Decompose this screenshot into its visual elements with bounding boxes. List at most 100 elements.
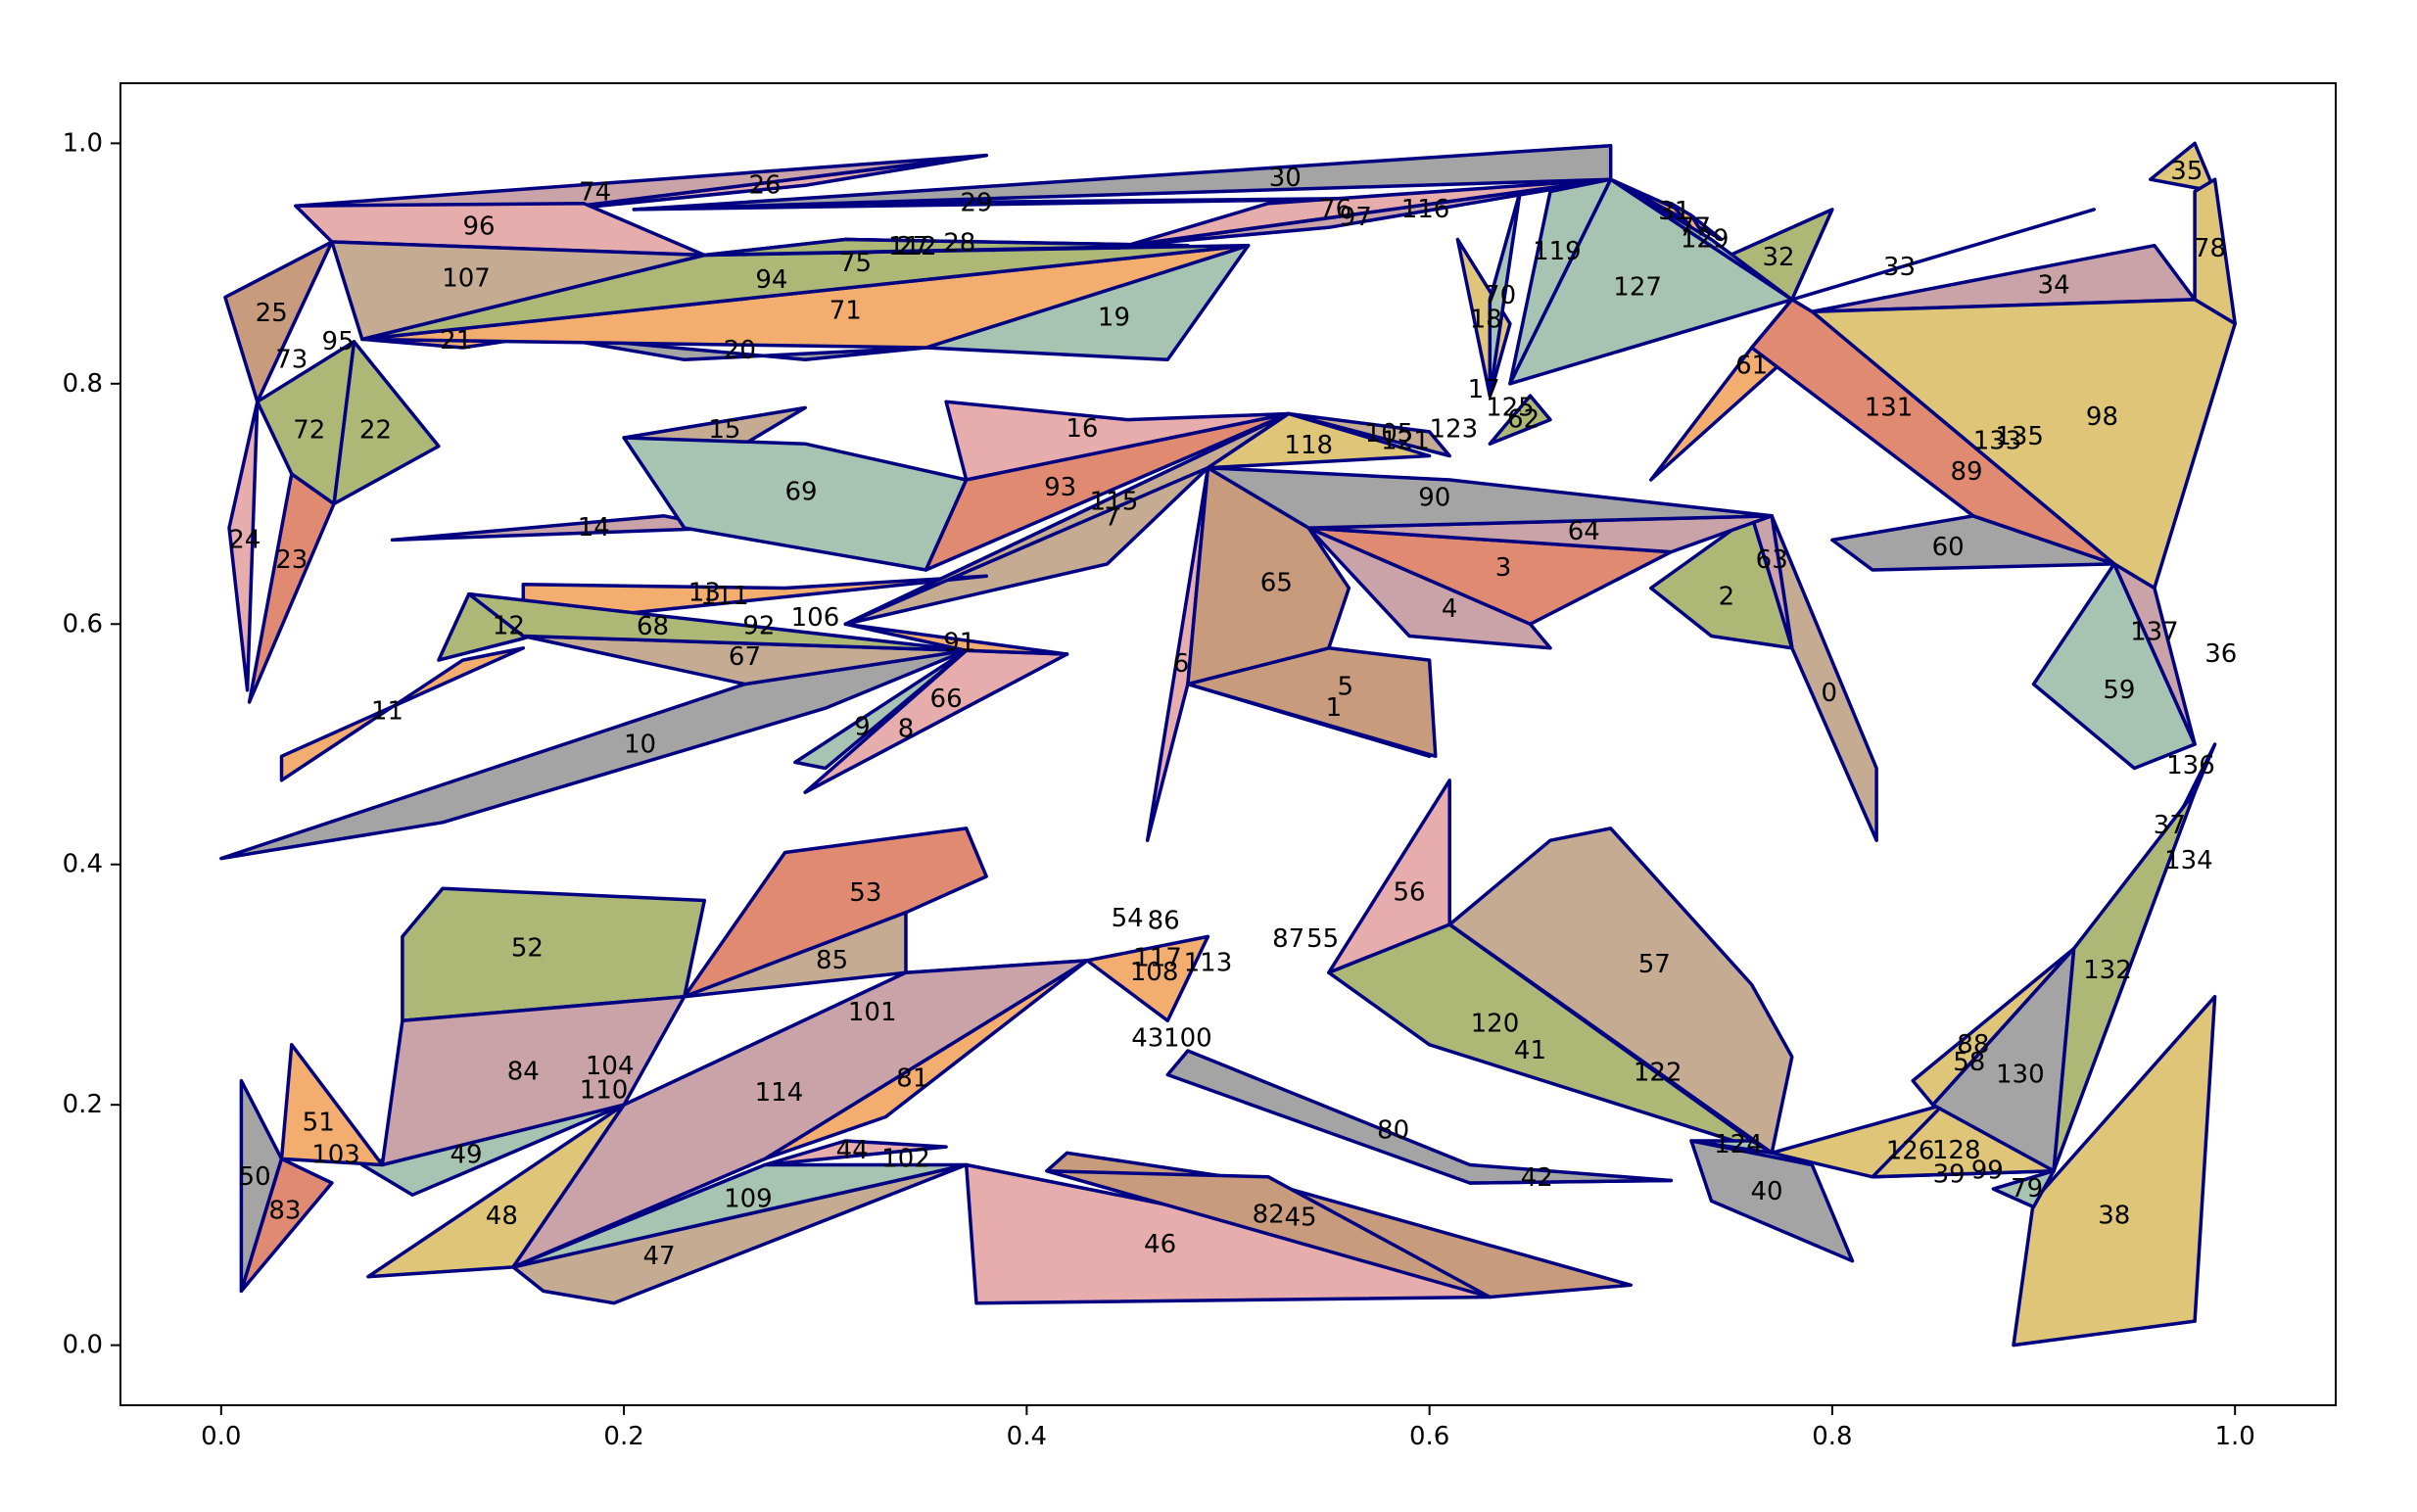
polygon-label-94: 94	[755, 265, 787, 295]
polygon-label-124: 124	[1714, 1130, 1763, 1159]
polygon-118	[1206, 411, 1432, 470]
polygon-label-37: 37	[2154, 811, 2186, 840]
polygon-label-61: 61	[1735, 351, 1768, 380]
polygon-label-100: 100	[1163, 1024, 1212, 1054]
polygon-label-134: 134	[2164, 846, 2213, 875]
polygon-108	[1085, 934, 1210, 1023]
polygon-38	[2012, 994, 2217, 1347]
polygon-label-3: 3	[1495, 553, 1512, 583]
polygon-label-72: 72	[293, 415, 325, 445]
polygon-label-45: 45	[1284, 1204, 1316, 1233]
polygon-label-47: 47	[643, 1242, 676, 1271]
polygon-label-46: 46	[1144, 1230, 1176, 1259]
polygon-label-108: 108	[1130, 958, 1179, 987]
polygon-label-86: 86	[1148, 906, 1180, 935]
x-tick-label: 0.2	[603, 1422, 643, 1451]
polygon-85	[683, 911, 908, 999]
polygon-label-8: 8	[898, 715, 915, 744]
y-tick-label: 1.0	[63, 128, 103, 158]
polygon-label-83: 83	[268, 1197, 301, 1226]
polygon-label-22: 22	[359, 416, 392, 446]
y-tick-label: 0.2	[63, 1090, 103, 1119]
x-tick-label: 0.6	[1409, 1422, 1449, 1451]
polygon-40	[1689, 1139, 1855, 1263]
polygon-label-52: 52	[511, 934, 544, 964]
polygon-93	[924, 411, 1291, 572]
polygon-107	[330, 240, 707, 342]
polygon-label-131: 131	[1865, 393, 1914, 422]
polygon-label-132: 132	[2083, 956, 2132, 985]
polygon-label-19: 19	[1098, 303, 1130, 332]
polygon-label-41: 41	[1514, 1036, 1546, 1065]
polygon-label-50: 50	[239, 1162, 271, 1192]
polygon-80	[1165, 1049, 1674, 1185]
polygon-label-128: 128	[1932, 1136, 1981, 1165]
polygon-label-90: 90	[1418, 483, 1450, 512]
polygon-label-14: 14	[578, 513, 610, 543]
polygon-label-38: 38	[2098, 1202, 2130, 1231]
polygon-label-73: 73	[275, 345, 308, 374]
polygon-label-27: 27	[896, 232, 928, 261]
polygon-124	[1689, 1139, 1774, 1156]
polygon-label-25: 25	[256, 299, 288, 328]
polygon-label-78: 78	[2194, 234, 2226, 263]
polygon-label-48: 48	[486, 1202, 518, 1231]
polygon-109	[511, 1162, 969, 1269]
polygon-label-23: 23	[275, 545, 308, 575]
polygon-label-118: 118	[1284, 431, 1333, 460]
polygon-label-15: 15	[708, 415, 740, 445]
polygon-label-16: 16	[1066, 414, 1098, 444]
polygon-label-5: 5	[1338, 673, 1354, 702]
polygon-label-77: 77	[1679, 213, 1711, 242]
polygon-label-135: 135	[1995, 422, 2044, 451]
polygon-10	[219, 648, 969, 861]
polygon-label-85: 85	[816, 946, 848, 975]
polygon-label-29: 29	[960, 189, 992, 218]
polygon-label-137: 137	[2130, 617, 2179, 646]
polygon-label-130: 130	[1996, 1061, 2045, 1090]
y-tick-label: 0.6	[63, 609, 103, 638]
polygon-label-106: 106	[791, 603, 840, 633]
polygon-label-76: 76	[1319, 195, 1351, 224]
polygon-68	[467, 591, 969, 653]
polygon-label-39: 39	[1933, 1159, 1966, 1189]
polygon-label-123: 123	[1429, 414, 1478, 444]
polygon-label-127: 127	[1613, 273, 1662, 303]
polygon-label-68: 68	[637, 612, 669, 641]
polygon-131	[1749, 298, 2116, 566]
polygon-label-84: 84	[507, 1057, 540, 1086]
polygon-label-63: 63	[1756, 545, 1788, 575]
polygon-114	[511, 959, 1089, 1269]
polygon-label-59: 59	[2103, 676, 2135, 705]
polygon-label-93: 93	[1044, 473, 1076, 502]
y-tick-label: 0.4	[63, 850, 103, 879]
polygon-129	[1608, 177, 1794, 302]
polygon-label-87: 87	[1272, 924, 1304, 954]
polygon-label-120: 120	[1471, 1009, 1520, 1038]
polygon-label-54: 54	[1112, 904, 1144, 933]
polygon-label-104: 104	[586, 1052, 635, 1081]
polygon-label-69: 69	[785, 477, 818, 506]
polygon-label-33: 33	[1883, 253, 1916, 282]
polygon-label-9: 9	[854, 712, 871, 741]
polygon-83	[239, 1157, 334, 1294]
polygon-label-101: 101	[848, 998, 897, 1027]
polygon-label-122: 122	[1634, 1058, 1682, 1087]
polygon-label-75: 75	[839, 249, 872, 278]
polygon-9	[793, 648, 969, 771]
polygon-label-18: 18	[1470, 305, 1502, 334]
polygon-label-36: 36	[2204, 639, 2237, 669]
polygon-label-125: 125	[1486, 393, 1535, 422]
polygon-44	[763, 1139, 948, 1167]
polygon-label-70: 70	[1484, 281, 1516, 310]
polygon-label-88: 88	[1957, 1030, 1989, 1060]
polygon-label-74: 74	[579, 177, 611, 207]
polygon-label-103: 103	[311, 1141, 360, 1170]
polygon-label-89: 89	[1950, 457, 1982, 487]
polygon-label-79: 79	[2011, 1174, 2043, 1204]
polygon-label-31: 31	[1658, 197, 1690, 226]
polygon-52	[401, 886, 707, 1023]
polygon-label-51: 51	[303, 1109, 335, 1138]
x-tick-label: 0.4	[1007, 1422, 1047, 1451]
